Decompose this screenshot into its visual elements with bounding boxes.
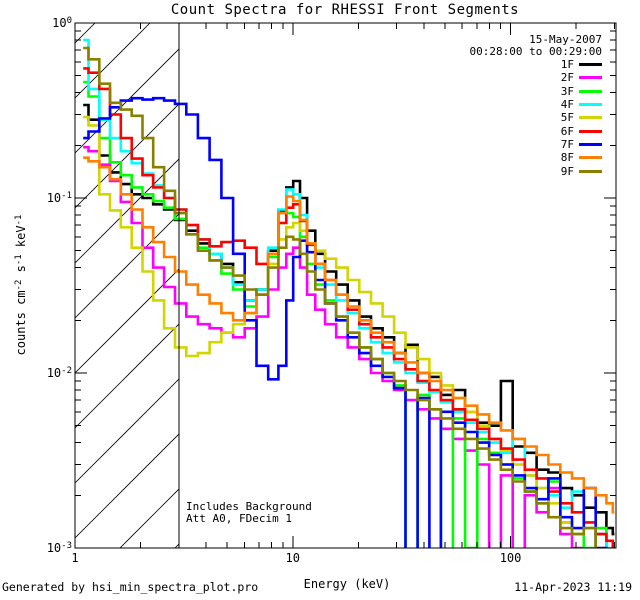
x-tick-label: 10 — [285, 551, 300, 565]
legend-color-swatch — [579, 76, 602, 80]
spectrum-curve-1F — [83, 103, 615, 536]
y-tick-label: 10-2 — [46, 365, 72, 380]
legend-label: 5F — [560, 111, 574, 125]
legend-item-6F: 6F — [500, 124, 602, 138]
legend-label: 1F — [560, 58, 574, 72]
legend-label: 9F — [560, 164, 574, 178]
legend: 1F 2F 3F 4F 5F 6F 7F 8F 9F — [500, 58, 602, 178]
legend-color-swatch — [579, 142, 602, 146]
legend-label: 6F — [560, 124, 574, 138]
spectrum-curve-9F — [83, 46, 597, 548]
legend-label: 3F — [560, 84, 574, 98]
legend-label: 4F — [560, 98, 574, 112]
legend-item-3F: 3F — [500, 85, 602, 98]
spectrum-curve-2F — [83, 145, 608, 548]
spectrum-curve-5F — [83, 115, 597, 548]
legend-color-swatch — [579, 116, 602, 120]
y-axis-label: counts cm-2 s-1 keV-1 — [13, 214, 28, 356]
observation-time-range: 00:28:00 to 00:29:00 — [469, 45, 602, 58]
legend-item-9F: 9F — [500, 164, 602, 178]
legend-label: 7F — [560, 137, 574, 151]
legend-color-swatch — [579, 129, 602, 133]
legend-label: 8F — [560, 151, 574, 165]
legend-label: 2F — [560, 71, 574, 85]
legend-color-swatch — [579, 169, 602, 173]
legend-color-swatch — [579, 89, 602, 93]
legend-color-swatch — [579, 63, 602, 67]
x-tick-label: 1 — [71, 551, 79, 565]
x-tick-label: 100 — [499, 551, 522, 565]
legend-item-4F: 4F — [500, 98, 602, 111]
legend-item-7F: 7F — [500, 138, 602, 151]
legend-item-8F: 8F — [500, 151, 602, 164]
legend-item-1F: 1F — [500, 58, 602, 71]
annotation-includes-background: Includes Background — [186, 500, 312, 513]
legend-color-swatch — [579, 103, 602, 107]
plot-title: Count Spectra for RHESSI Front Segments — [170, 2, 520, 18]
annotation-attenuator-state: Att A0, FDecim 1 — [186, 512, 292, 525]
x-axis-label: Energy (keV) — [303, 577, 391, 591]
legend-color-swatch — [579, 156, 602, 160]
legend-item-5F: 5F — [500, 111, 602, 124]
observation-date: 15-May-2007 — [529, 33, 602, 46]
y-tick-label: 10-3 — [46, 540, 72, 555]
legend-item-2F: 2F — [500, 71, 602, 84]
y-tick-label: 100 — [52, 15, 72, 30]
plot-creation-timestamp: 11-Apr-2023 11:19 — [514, 580, 632, 594]
generated-by-text: Generated by hsi_min_spectra_plot.pro — [2, 580, 259, 594]
spectrum-curve-8F — [83, 156, 615, 514]
y-tick-label: 10-1 — [46, 190, 72, 205]
